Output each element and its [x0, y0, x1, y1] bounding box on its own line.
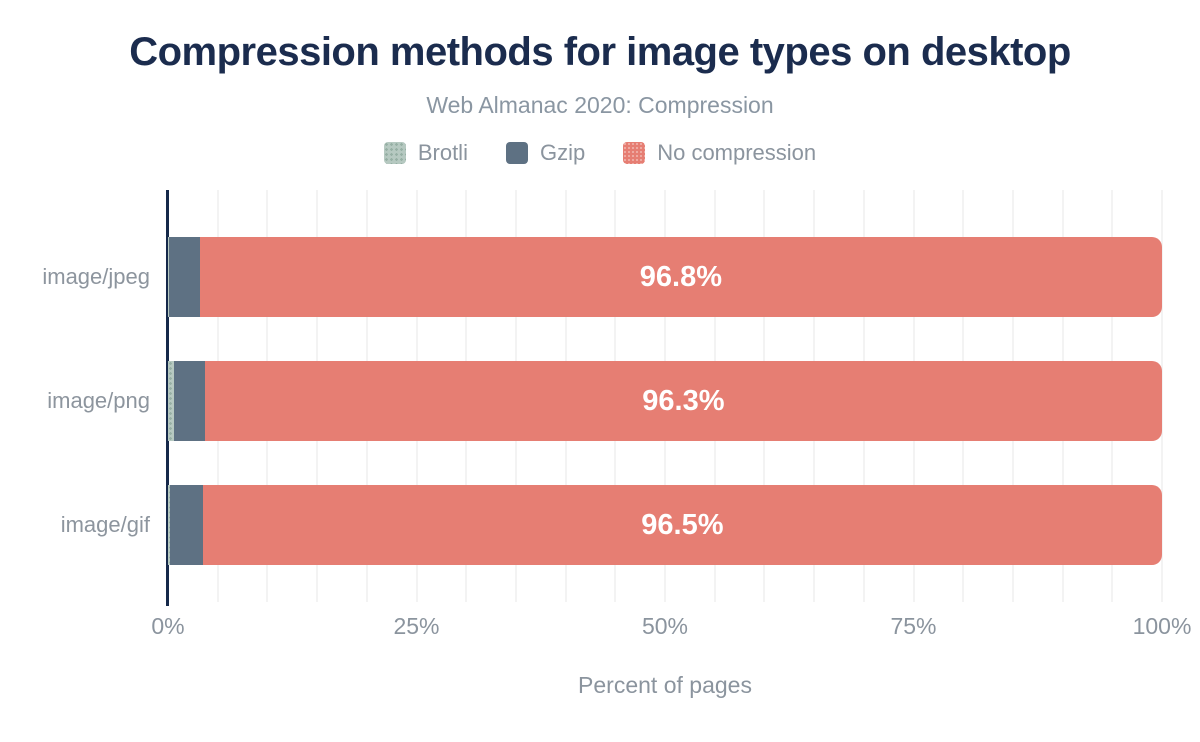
bar-value-label: 96.8%	[639, 260, 722, 293]
segment-gzip	[169, 485, 203, 565]
segment-no-compression: 96.8%	[199, 237, 1162, 317]
legend-item-no-compression: No compression	[623, 140, 816, 166]
bar-image-png: 96.3%	[168, 361, 1162, 441]
y-axis-label-image-jpeg: image/jpeg	[42, 264, 150, 289]
plot-area: 96.8% 96.3% 96.5%	[166, 190, 1163, 607]
segment-brotli	[168, 485, 170, 565]
x-tick-0: 0%	[151, 613, 185, 639]
chart-subtitle: Web Almanac 2020: Compression	[426, 92, 774, 118]
segment-gzip	[168, 237, 200, 317]
legend-swatch-icon	[505, 142, 528, 164]
bar-image-gif: 96.5%	[168, 485, 1162, 565]
legend-label: Brotli	[417, 140, 468, 165]
legend-swatch-icon	[623, 142, 646, 164]
legend: Brotli Gzip No compression	[0, 140, 1200, 166]
y-axis-line	[166, 190, 169, 607]
legend-label: No compression	[657, 140, 817, 165]
x-tick-75: 75%	[890, 613, 937, 639]
segment-gzip	[173, 361, 205, 441]
y-axis-label-image-png: image/png	[47, 388, 150, 413]
x-axis-ticks: 0% 25% 50% 75% 100%	[151, 613, 1191, 643]
legend-swatch-icon	[383, 142, 406, 164]
segment-brotli	[168, 361, 174, 441]
gridline-100	[1161, 190, 1163, 602]
legend-label: Gzip	[539, 140, 586, 165]
segment-no-compression: 96.3%	[204, 361, 1162, 441]
segment-no-compression: 96.5%	[202, 485, 1162, 565]
x-tick-25: 25%	[393, 613, 440, 639]
bar-value-label: 96.3%	[642, 384, 725, 417]
x-tick-100: 100%	[1132, 613, 1192, 639]
legend-item-brotli: Brotli	[383, 140, 468, 166]
x-axis-title: Percent of pages	[578, 672, 752, 698]
legend-item-gzip: Gzip	[505, 140, 586, 166]
chart-title: Compression methods for image types on d…	[129, 30, 1071, 74]
bar-value-label: 96.5%	[641, 508, 724, 541]
x-tick-50: 50%	[641, 613, 689, 639]
y-axis-labels: image/jpeg image/png image/gif	[0, 190, 150, 602]
y-axis-label-image-gif: image/gif	[60, 512, 150, 537]
segment-brotli	[168, 237, 169, 317]
bar-image-jpeg: 96.8%	[168, 237, 1162, 317]
